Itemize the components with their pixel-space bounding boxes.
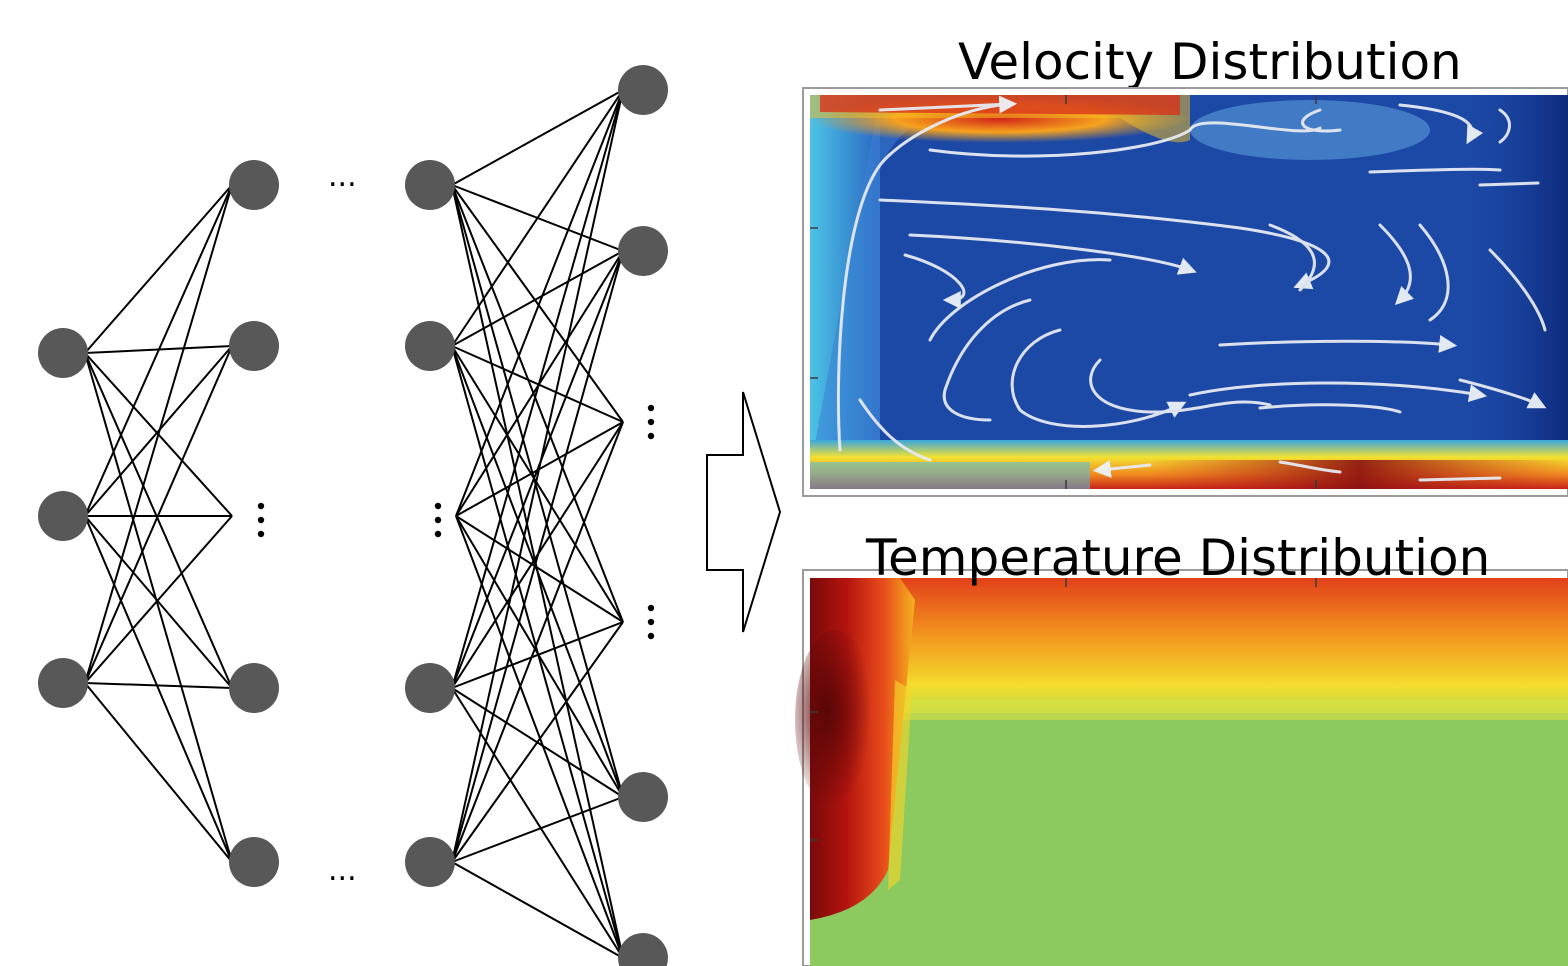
connection-line (84, 682, 233, 689)
connection-line (451, 421, 624, 863)
connection-line (84, 352, 233, 863)
vertical-ellipsis-layer2 (257, 502, 265, 538)
connection-line (455, 89, 624, 517)
connection-line (451, 345, 624, 623)
connection-line (455, 421, 624, 517)
connection-line (451, 184, 624, 423)
neuron-layer1-2 (38, 491, 88, 541)
connection-line (84, 352, 233, 689)
connection-line (451, 89, 624, 863)
network-neurons (38, 65, 668, 966)
temperature-title: Temperature Distribution (865, 529, 1490, 587)
neuron-layer4-3 (618, 772, 668, 822)
connection-line (84, 345, 233, 684)
neuron-layer3-2 (405, 321, 455, 371)
neuron-layer1-1 (38, 328, 88, 378)
neuron-layer3-4 (405, 837, 455, 887)
connection-line (451, 861, 624, 959)
block-arrow-icon (706, 391, 782, 633)
neuron-layer2-3 (229, 663, 279, 713)
connection-line (455, 515, 624, 959)
connection-line (451, 250, 624, 347)
vertical-ellipsis-group (257, 404, 655, 640)
connection-line (451, 89, 624, 186)
connection-line (451, 621, 624, 863)
vertical-ellipsis-output-lower (647, 604, 655, 640)
connection-line (451, 89, 624, 689)
neuron-layer4-1 (618, 65, 668, 115)
connection-line (451, 184, 624, 798)
connection-line (451, 184, 624, 623)
connection-line (84, 515, 233, 689)
connection-line (455, 515, 624, 623)
connection-line (451, 250, 624, 863)
neuron-layer2-2 (229, 321, 279, 371)
network-ellipsis-group: ... ... (328, 159, 357, 888)
ellipsis-top: ... (328, 159, 357, 194)
temperature-field-plot (795, 569, 1568, 966)
connection-line (451, 796, 624, 863)
neuron-layer4-2 (618, 226, 668, 276)
connection-line (84, 184, 233, 517)
neuron-layer2-1 (229, 160, 279, 210)
neuron-layer1-3 (38, 658, 88, 708)
neuron-layer3-3 (405, 663, 455, 713)
connection-line (451, 89, 624, 347)
ellipsis-bottom: ... (328, 853, 357, 888)
connection-line (84, 184, 233, 354)
connection-line (84, 184, 233, 684)
connection-line (84, 682, 233, 863)
connection-line (455, 515, 624, 798)
connection-line (84, 515, 233, 863)
connection-line (455, 250, 624, 517)
vertical-ellipsis-output-upper (647, 404, 655, 440)
neuron-layer2-4 (229, 837, 279, 887)
connection-line (451, 345, 624, 798)
vertical-ellipsis-layer3 (434, 502, 442, 538)
velocity-title: Velocity Distribution (958, 33, 1462, 91)
neuron-layer3-1 (405, 160, 455, 210)
connection-line (84, 515, 233, 684)
velocity-field-plot (802, 87, 1568, 497)
network-connections (84, 89, 624, 959)
connection-line (451, 345, 624, 423)
neuron-layer4-4 (618, 933, 668, 966)
